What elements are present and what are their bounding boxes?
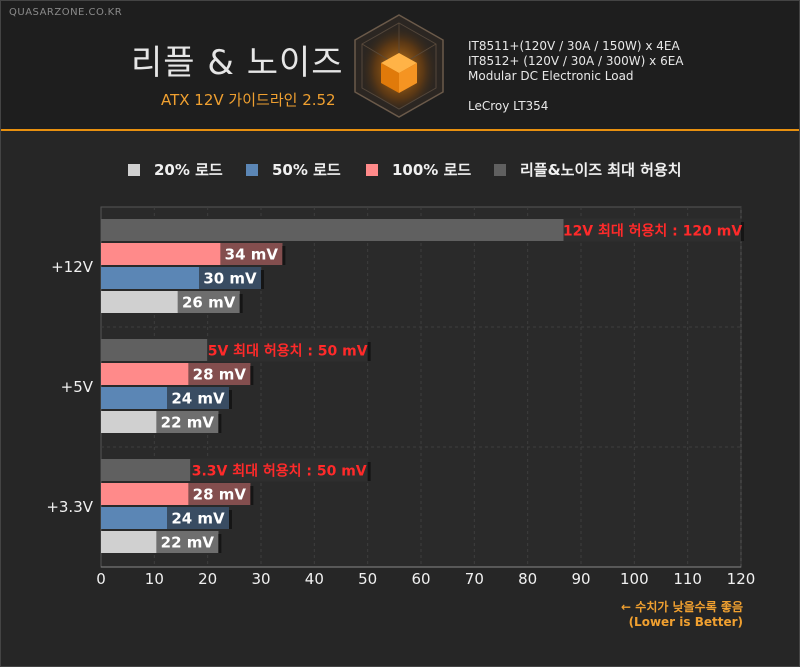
bar-shadow-load20 (218, 534, 222, 553)
legend-swatch-load50 (246, 163, 258, 176)
category-label: +5V (61, 378, 94, 396)
x-tick-label: 70 (465, 570, 484, 588)
bar-shadow-load100 (250, 486, 254, 505)
bar-label-load100: 28 mV (193, 486, 247, 504)
legend-item-load20: 20% 로드 (128, 159, 223, 180)
note-line-2: (Lower is Better) (628, 615, 743, 629)
bar-label-box-load50 (167, 507, 229, 529)
x-tick-label: 60 (411, 570, 430, 588)
bar-label-load20: 26 mV (182, 294, 236, 312)
legend: 20% 로드 50% 로드 100% 로드 리플&노이즈 최대 허용치 (1, 159, 799, 183)
bar-label-limit: 12V 최대 허용치 : 120 mV (563, 223, 742, 240)
header: QUASARZONE.CO.KR 리플 & 노이즈 ATX 12V 가이드라인 … (1, 1, 799, 131)
x-tick-label: 120 (727, 570, 756, 588)
legend-label-limit: 리플&노이즈 최대 허용치 (520, 161, 682, 179)
bar-shadow-load50 (229, 390, 232, 409)
bar-label-box-load100 (188, 483, 251, 505)
cube-logo-icon (354, 14, 444, 118)
legend-label-load100: 100% 로드 (392, 161, 472, 179)
bar-label-box-load50 (199, 267, 261, 289)
legend-swatch-limit (494, 163, 506, 176)
bar-label-load20: 22 mV (161, 414, 215, 432)
bar-label-box-load20 (156, 411, 219, 433)
legend-item-limit: 리플&노이즈 최대 허용치 (494, 159, 682, 180)
bar-shadow-load100 (250, 366, 254, 385)
lower-is-better-note: ← 수치가 낮을수록 좋음 (Lower is Better) (621, 600, 743, 630)
bar-label-box-load100 (220, 243, 283, 265)
bar-shadow-limit (367, 342, 371, 361)
spec-line-2: IT8512+ (120V / 30A / 300W) x 6EA (468, 54, 684, 68)
bar-label-limit: 5V 최대 허용치 : 50 mV (208, 343, 368, 360)
site-watermark: QUASARZONE.CO.KR (9, 7, 123, 18)
legend-item-load50: 50% 로드 (246, 159, 341, 180)
legend-swatch-load100 (366, 163, 378, 176)
category-label: +3.3V (46, 498, 93, 516)
bar-shadow-load50 (261, 270, 264, 289)
bar-label-box-load20 (156, 531, 219, 553)
x-tick-label: 80 (518, 570, 537, 588)
page-title: 리플 & 노이즈 (131, 43, 344, 83)
x-tick-label: 20 (198, 570, 217, 588)
bar-label-load100: 34 mV (225, 246, 279, 264)
x-tick-label: 90 (571, 570, 590, 588)
bar-label-box-load100 (188, 363, 251, 385)
bar-label-load100: 28 mV (193, 366, 247, 384)
bar-label-load50: 24 mV (171, 390, 225, 408)
note-line-1: ← 수치가 낮을수록 좋음 (621, 600, 743, 614)
x-tick-label: 30 (251, 570, 270, 588)
bar-label-load50: 30 mV (203, 270, 257, 288)
legend-label-load20: 20% 로드 (154, 161, 223, 179)
legend-item-load100: 100% 로드 (366, 159, 471, 180)
x-tick-label: 10 (145, 570, 164, 588)
bar-label-load50: 24 mV (171, 510, 225, 528)
bar-shadow-load20 (239, 294, 243, 313)
bar-shadow-load50 (229, 510, 232, 529)
bar-label-box-load50 (167, 387, 229, 409)
spec-line-3: Modular DC Electronic Load (468, 69, 634, 83)
x-tick-label: 40 (305, 570, 324, 588)
bar-label-load20: 22 mV (161, 534, 215, 552)
category-label: +12V (51, 258, 94, 276)
x-tick-label: 100 (620, 570, 649, 588)
spec-line-1: IT8511+(120V / 30A / 150W) x 4EA (468, 39, 680, 53)
bar-shadow-load20 (218, 414, 222, 433)
x-tick-label: 0 (96, 570, 106, 588)
bar-shadow-load100 (282, 246, 286, 265)
legend-swatch-load20 (128, 163, 140, 176)
bar-label-limit: 3.3V 최대 허용치 : 50 mV (192, 463, 367, 480)
bar-label-box-load20 (177, 291, 240, 313)
bar-shadow-limit (741, 222, 744, 241)
spec-line-4: LeCroy LT354 (468, 99, 549, 113)
legend-label-load50: 50% 로드 (272, 161, 341, 179)
page-subtitle: ATX 12V 가이드라인 2.52 (161, 91, 336, 109)
x-tick-label: 50 (358, 570, 377, 588)
x-tick-label: 110 (673, 570, 702, 588)
bar-shadow-limit (367, 462, 371, 481)
